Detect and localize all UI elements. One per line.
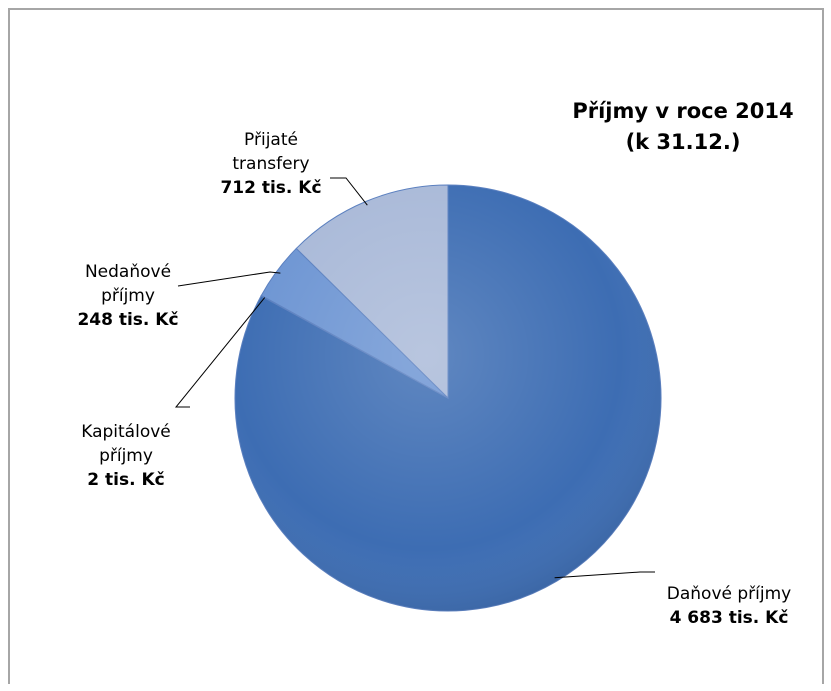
leader-line-0: [554, 571, 655, 579]
leader-line-2: [177, 271, 281, 287]
label-danove-prijmy-value: 4 683 tis. Kč: [669, 608, 789, 628]
label-kapitalove-prijmy-name: Kapitálové příjmy: [81, 422, 171, 466]
label-kapitalove-prijmy: Kapitálové příjmy 2 tis. Kč: [56, 396, 196, 516]
label-prijate-transfery-name: Přijaté transfery: [232, 130, 310, 174]
leader-line-1: [174, 297, 266, 408]
label-nedanove-prijmy-name: Nedaňové příjmy: [84, 262, 172, 306]
label-prijate-transfery: Přijaté transfery 712 tis. Kč: [196, 104, 346, 224]
label-prijate-transfery-value: 712 tis. Kč: [220, 178, 322, 198]
label-nedanove-prijmy-value: 248 tis. Kč: [77, 310, 179, 330]
label-kapitalove-prijmy-value: 2 tis. Kč: [87, 470, 165, 490]
label-danove-prijmy-name: Daňové příjmy: [666, 584, 792, 604]
chart-title: Příjmy v roce 2014 (k 31.12.): [572, 99, 794, 154]
leader-line-3: [330, 177, 368, 206]
label-danove-prijmy: Daňové příjmy 4 683 tis. Kč: [654, 558, 804, 654]
label-nedanove-prijmy: Nedaňové příjmy 248 tis. Kč: [58, 236, 198, 356]
